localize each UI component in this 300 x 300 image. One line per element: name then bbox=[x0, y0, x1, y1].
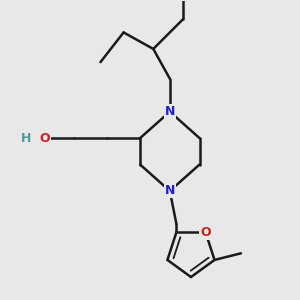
Text: H: H bbox=[21, 132, 31, 145]
Text: N: N bbox=[165, 105, 175, 118]
Text: O: O bbox=[39, 132, 50, 145]
Text: N: N bbox=[165, 184, 175, 197]
Text: O: O bbox=[200, 226, 211, 239]
